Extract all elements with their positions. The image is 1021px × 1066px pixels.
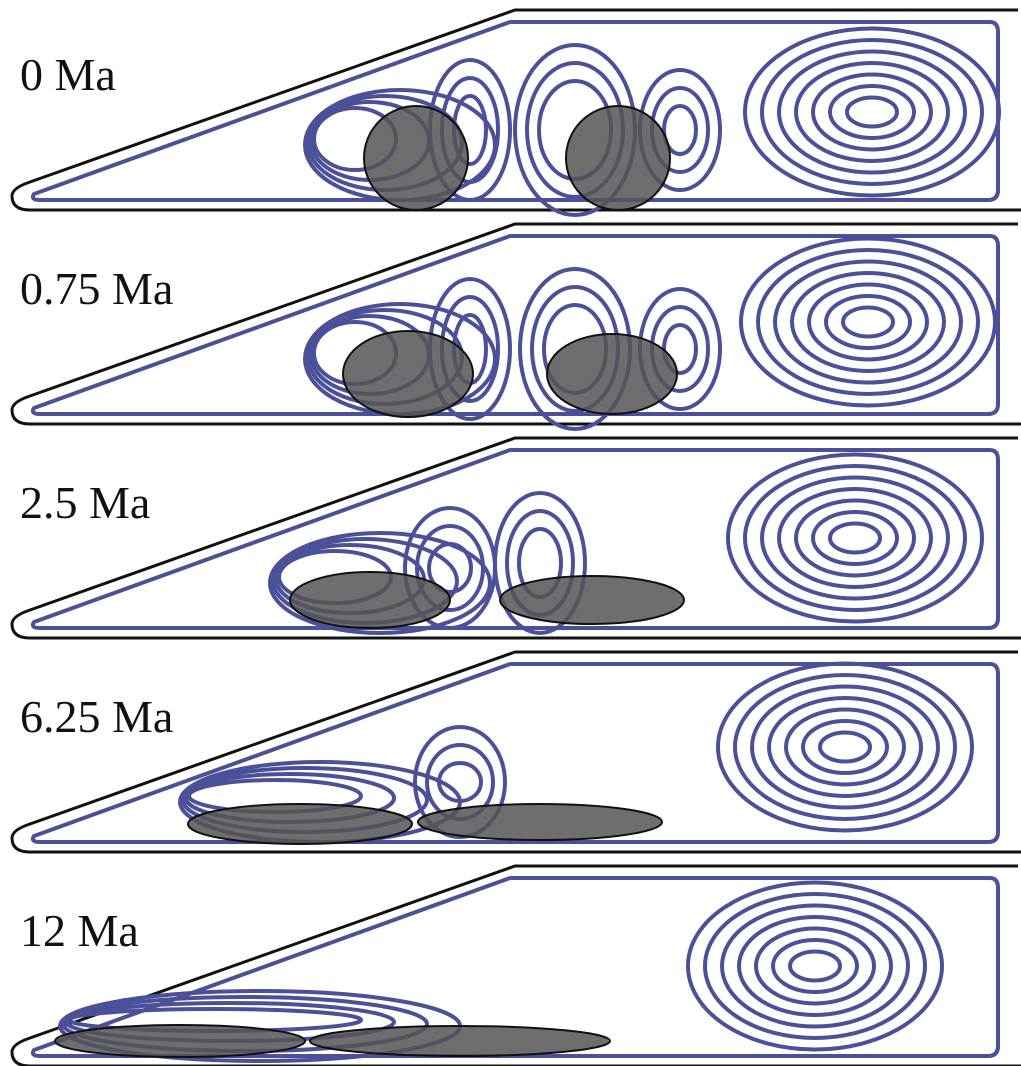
- streamline: [762, 478, 948, 599]
- streamline: [739, 917, 891, 1015]
- panel-label: 2.5 Ma: [20, 477, 150, 528]
- grain: [290, 572, 450, 628]
- streamline: [752, 687, 938, 808]
- streamline: [718, 664, 972, 831]
- panel: 6.25 Ma: [12, 652, 1021, 852]
- panel: 12 Ma: [12, 866, 1021, 1066]
- streamline: [847, 98, 897, 127]
- streamline: [830, 86, 914, 138]
- grain: [364, 106, 468, 210]
- streamline: [769, 698, 921, 796]
- panel: 2.5 Ma: [12, 438, 1021, 638]
- streamline: [688, 883, 942, 1050]
- streamline: [779, 489, 931, 587]
- grain: [55, 1025, 305, 1057]
- streamline: [745, 29, 999, 196]
- streamline: [792, 273, 944, 371]
- streamline: [775, 262, 961, 383]
- grain: [547, 334, 677, 414]
- streamline: [741, 239, 995, 406]
- panel-label: 0.75 Ma: [20, 263, 173, 314]
- grain: [566, 106, 670, 210]
- streamline: [728, 455, 982, 622]
- streamline: [779, 52, 965, 173]
- streamline: [722, 906, 908, 1027]
- panel: 0.75 Ma: [12, 224, 1021, 429]
- panel-label: 12 Ma: [20, 905, 139, 956]
- streamline: [826, 296, 910, 348]
- streamline: [803, 721, 887, 773]
- panel-label: 6.25 Ma: [20, 691, 173, 742]
- panel-label: 0 Ma: [20, 49, 116, 100]
- grain: [188, 804, 412, 844]
- grain: [500, 576, 684, 624]
- streamline: [843, 308, 893, 337]
- figure: 0 Ma 0.75 Ma 2.5 Ma 6.25 Ma 12 Ma: [0, 0, 1021, 1066]
- streamline: [790, 952, 840, 981]
- streamline: [773, 940, 857, 992]
- panel: 0 Ma: [12, 10, 1021, 215]
- streamline: [813, 512, 897, 564]
- streamline: [796, 63, 948, 161]
- streamline: [820, 733, 870, 762]
- grain: [418, 804, 662, 840]
- streamline: [830, 524, 880, 553]
- grain: [343, 331, 473, 417]
- grain: [310, 1026, 610, 1056]
